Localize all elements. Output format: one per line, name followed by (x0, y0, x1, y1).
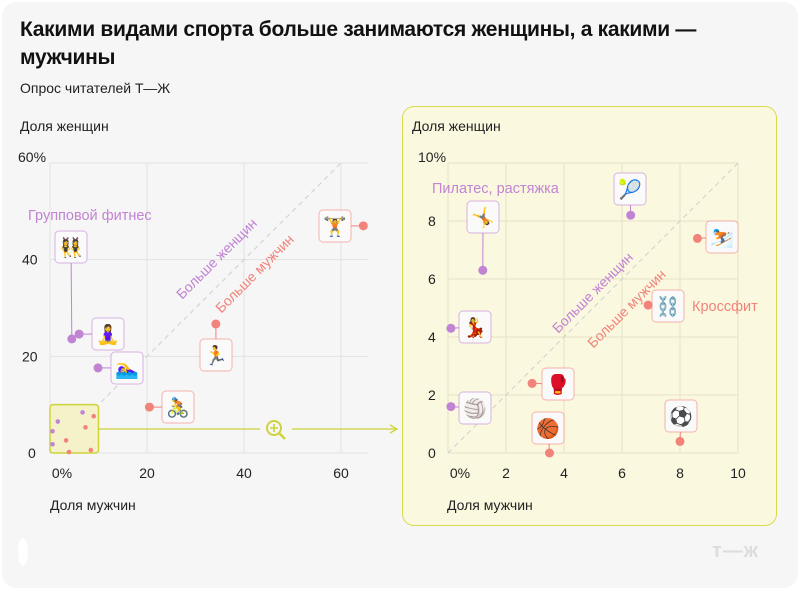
data-point (675, 436, 685, 446)
x-tick-label: 2 (502, 465, 510, 481)
y-tick-label: 60% (18, 149, 46, 165)
x-tick-label: 0% (52, 465, 72, 481)
icon-box (541, 367, 575, 401)
x-tick-label: 10 (730, 465, 746, 481)
y-tick-label: 8 (428, 213, 436, 229)
swimming-icon: 🏊‍♀️ (115, 359, 139, 380)
magnifier-handle (278, 432, 286, 440)
diagonal-line (49, 162, 342, 454)
data-point (692, 233, 702, 243)
icon-box (199, 338, 233, 372)
point-label: Кроссфит (692, 299, 758, 315)
y-tick-label: 40 (22, 252, 38, 268)
left-y-axis-label: Доля женщин (20, 118, 109, 134)
x-tick-label: 0% (450, 465, 470, 481)
skiing-icon: ⛷️ (710, 228, 734, 249)
chart-title: Какими видами спорта больше занимаются ж… (20, 18, 697, 69)
data-point (67, 334, 77, 344)
icon-box (705, 220, 739, 254)
data-point (446, 323, 456, 333)
zoom-region-box (49, 403, 100, 454)
data-point (211, 319, 221, 329)
basketball-icon: 🏀 (536, 416, 560, 441)
gymnastics-icon: 🤸 (471, 206, 495, 229)
data-point (358, 221, 368, 231)
mini-point (83, 425, 88, 430)
mini-point (63, 438, 69, 443)
data-point (545, 448, 554, 458)
y-tick-label: 4 (428, 329, 436, 345)
arrow-head-icon (389, 424, 399, 434)
right-y-axis-label: Доля женщин (412, 118, 501, 134)
y-tick-label: 10% (418, 149, 446, 165)
right-x-axis-label: Доля мужчин (447, 497, 533, 513)
mini-point (66, 449, 72, 455)
tennis-icon: 🎾 (618, 178, 642, 201)
left-x-axis-label: Доля мужчин (50, 497, 136, 513)
magnifier-lens (266, 420, 282, 436)
x-tick-label: 60 (333, 465, 349, 481)
weightlifting-icon: 🏋️ (323, 215, 347, 238)
mini-point (88, 447, 94, 453)
mini-point (55, 419, 61, 424)
x-tick-label: 20 (139, 465, 155, 481)
data-point (144, 402, 154, 412)
volleyball-icon: 🏐 (463, 397, 487, 420)
data-point (626, 210, 636, 220)
group-fitness-icon: 👯‍♀️ (59, 236, 83, 259)
y-tick-label: 0 (28, 445, 36, 461)
icon-box (161, 390, 195, 424)
point-label: Групповой фитнес (28, 208, 152, 224)
x-tick-label: 8 (676, 465, 684, 481)
point-label: Пилатес, растяжка (432, 181, 560, 197)
icon-box (466, 200, 500, 234)
icon-box (458, 391, 492, 425)
mini-point (80, 410, 85, 415)
mini-point (50, 441, 55, 447)
data-point (643, 300, 653, 310)
running-icon: 🏃 (204, 344, 228, 367)
x-tick-label: 4 (560, 465, 568, 481)
data-point (527, 378, 537, 388)
icon-box (664, 399, 698, 433)
data-point (446, 402, 456, 412)
y-tick-label: 20 (22, 348, 38, 364)
plus-sign (270, 424, 278, 432)
data-point (478, 265, 488, 275)
data-point (93, 363, 103, 373)
magnifier-icon (266, 420, 286, 440)
y-tick-label: 2 (428, 387, 436, 403)
yoga-icon: 🧘‍♀️ (96, 323, 120, 346)
mini-point (91, 413, 97, 419)
chart-subtitle: Опрос читателей Т—Ж (20, 80, 171, 96)
boxing-icon: 🥊 (546, 373, 570, 396)
dance-icon: 💃 (463, 316, 487, 339)
y-tick-label: 0 (428, 445, 436, 461)
x-tick-label: 6 (618, 465, 626, 481)
mini-point (50, 428, 55, 434)
icon-box (613, 172, 647, 206)
tzh-logo: т—ж (712, 540, 759, 562)
icon-box (91, 317, 125, 351)
icon-box (54, 230, 88, 264)
data-point (74, 329, 84, 339)
icon-box (110, 351, 144, 385)
y-tick-label: 6 (428, 271, 436, 287)
icon-box (458, 310, 492, 344)
crossfit-icon: ⛓️ (656, 295, 680, 318)
logo-leaf-icon (18, 538, 28, 566)
football-icon: ⚽ (668, 405, 693, 428)
cycling-icon: 🚴 (166, 396, 190, 419)
icon-box (318, 209, 352, 243)
x-tick-label: 40 (236, 465, 252, 481)
icon-box (531, 411, 565, 445)
